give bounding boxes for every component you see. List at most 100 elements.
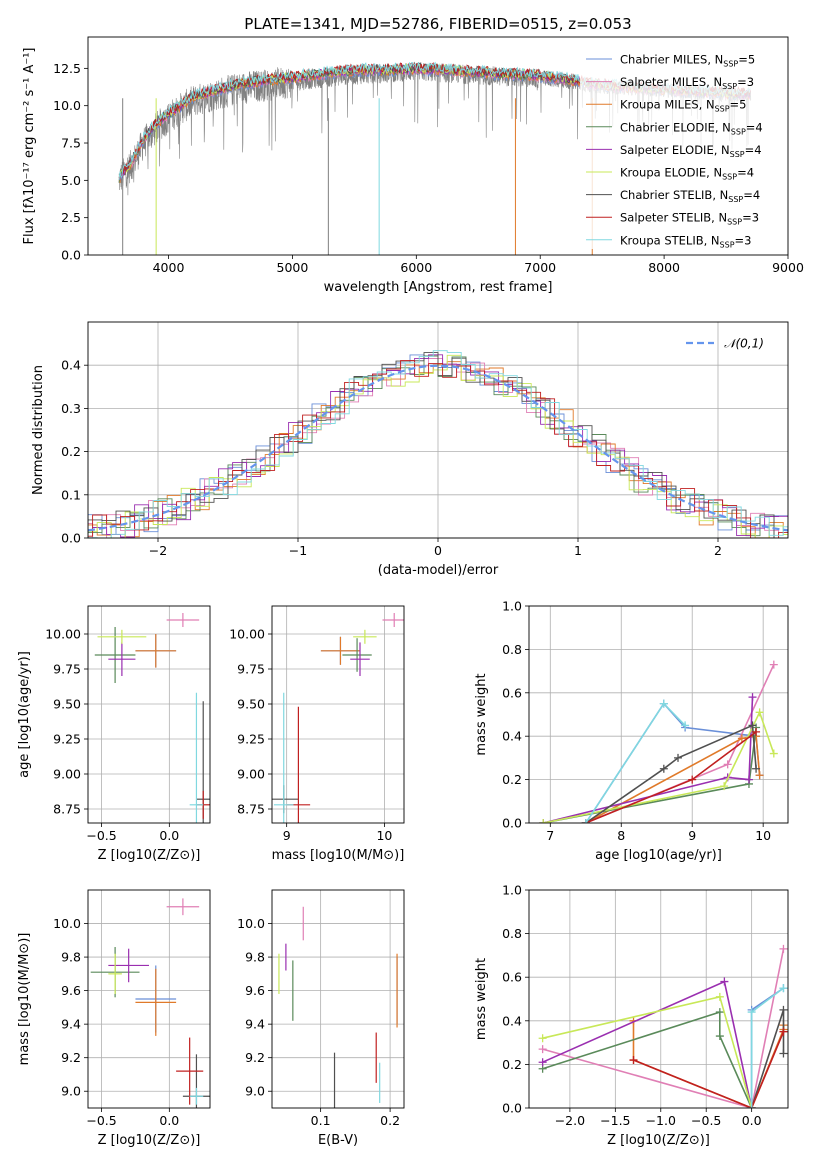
weight-marker-kroupa-elodie <box>769 749 778 758</box>
age-vs-z-axes: −0.5 0.0 8.75 9.00 9.25 9.50 9.75 10.00 Z [log10… <box>17 605 211 863</box>
axes-frame <box>87 36 789 256</box>
legend-subscript: SSP <box>730 150 745 159</box>
y-tick-label: 9.4 <box>61 1017 81 1032</box>
weight-marker-kroupa-elodie <box>755 708 764 717</box>
y-tick-label: 9.00 <box>237 767 265 782</box>
spectrum-axes: 4000 5000 6000 7000 8000 9000 0.0 2.5 5.0 7.5 10.0… <box>22 36 804 295</box>
y-tick-label: 0.0 <box>61 248 81 263</box>
y-tick-label: 0.6 <box>502 685 522 700</box>
legend-subscript: SSP <box>727 218 742 227</box>
legend-value: =5 <box>738 53 755 67</box>
x-tick-label: −1.0 <box>646 1113 676 1128</box>
weight-line-kroupa-elodie <box>543 710 775 823</box>
legend-label: Chabrier STELIB, NSSP=4 <box>620 188 760 204</box>
x-tick-label: −2 <box>149 543 167 558</box>
weight-line-salpeter-elodie <box>543 697 754 823</box>
x-tick-label: 0 <box>434 543 442 558</box>
x-tick-label: 0.0 <box>159 828 179 843</box>
y-tick-label: 9.8 <box>245 950 265 965</box>
weight-marker-salpeter-miles <box>538 1045 547 1054</box>
y-axis-label: mass [log10(M/M⊙)] <box>17 933 32 1066</box>
legend-label: Chabrier MILES, NSSP=5 <box>620 53 755 69</box>
weight-vs-age-axes: 7 8 9 10 0.0 0.2 0.4 0.6 0.8 1.0 age [log10(age/yr… <box>474 599 789 863</box>
weight-marker-salpeter-elodie <box>744 775 753 784</box>
x-axis-label: E(B-V) <box>318 1133 358 1148</box>
y-tick-label: 0.2 <box>502 1057 522 1072</box>
x-tick-label: 8000 <box>648 260 680 275</box>
weight-marker-salpeter-miles <box>769 660 778 669</box>
y-tick-label: 0.2 <box>61 444 81 459</box>
plot-area <box>539 660 778 823</box>
x-tick-label: 10 <box>755 828 771 843</box>
x-tick-label: 0.1 <box>311 1113 331 1128</box>
legend-label: 𝒩(0,1) <box>724 337 764 351</box>
residual-axes: −2 −1 0 1 2 0.0 0.1 0.2 0.3 0.4 (data-model)/error… <box>31 321 789 578</box>
legend-value: =5 <box>730 98 747 112</box>
weight-marker-kroupa-stelib <box>747 1104 756 1108</box>
legend-value: =4 <box>743 188 760 202</box>
legend-value: =3 <box>735 233 752 247</box>
y-tick-label: 0.0 <box>61 531 81 546</box>
weight-line-chabrier-elodie <box>542 1011 753 1108</box>
legend-value: =4 <box>745 143 762 157</box>
x-tick-label: 7 <box>546 828 554 843</box>
y-tick-label: 0.4 <box>502 1013 522 1028</box>
weight-marker-kroupa-stelib <box>581 819 590 823</box>
y-tick-label: 0.4 <box>61 358 81 373</box>
axes-frame <box>87 889 211 1109</box>
residual-legend: 𝒩(0,1) <box>686 337 764 351</box>
x-tick-label: 6000 <box>400 260 432 275</box>
y-tick-label: 1.0 <box>502 599 522 614</box>
y-tick-label: 10.00 <box>45 627 81 642</box>
weight-marker-chabrier-elodie <box>715 1008 724 1017</box>
x-axis-label: wavelength [Angstrom, rest frame] <box>324 280 553 295</box>
weight-line-chabrier-miles <box>750 987 784 1108</box>
y-tick-label: 5.0 <box>61 173 81 188</box>
weight-marker-chabrier-stelib <box>659 764 668 773</box>
legend-label: Chabrier ELODIE, NSSP=4 <box>620 120 763 136</box>
x-tick-label: −0.5 <box>86 1113 116 1128</box>
x-tick-label: 7000 <box>524 260 556 275</box>
y-axis-label: age [log10(age/yr)] <box>17 651 32 778</box>
y-tick-label: 1.0 <box>502 883 522 898</box>
legend-label: Kroupa STELIB, NSSP=3 <box>620 233 751 249</box>
x-axis-label: age [log10(age/yr)] <box>595 848 722 863</box>
legend-label: Salpeter ELODIE, NSSP=4 <box>620 143 762 159</box>
weight-marker-kroupa-miles <box>737 734 746 743</box>
plot-area <box>94 613 210 823</box>
legend-subscript: SSP <box>731 127 746 136</box>
residual-hist-kroupa-miles <box>88 361 788 538</box>
x-tick-label: 9 <box>283 828 291 843</box>
weight-line-salpeter-stelib <box>633 1031 785 1108</box>
legend-subscript: SSP <box>723 60 738 69</box>
legend-subscript: SSP <box>722 82 737 91</box>
weight-marker-kroupa-stelib <box>747 1008 756 1017</box>
y-tick-label: 9.8 <box>61 950 81 965</box>
y-axis-label: Normed distribution <box>31 365 46 495</box>
y-tick-label: 9.0 <box>61 1084 81 1099</box>
y-tick-label: 9.75 <box>237 662 265 677</box>
legend-subscript: SSP <box>728 195 743 204</box>
y-tick-label: 0.2 <box>502 772 522 787</box>
spectrum-legend: Chabrier MILES, NSSP=5 Salpeter MILES, NS… <box>580 44 785 249</box>
plot-area <box>278 906 398 1108</box>
x-tick-label: 0.0 <box>159 1113 179 1128</box>
weight-marker-kroupa-elodie <box>720 782 729 791</box>
weight-marker-salpeter-miles <box>723 760 732 769</box>
y-tick-label: 7.5 <box>61 136 81 151</box>
residual-hist-salpeter-elodie <box>88 354 788 538</box>
weight-marker-salpeter-stelib <box>688 775 697 784</box>
residual-hist-salpeter-stelib <box>88 360 788 538</box>
weight-marker-salpeter-elodie <box>748 693 757 702</box>
y-tick-label: 0.0 <box>502 1101 522 1116</box>
age-vs-mass-axes: 9 10 8.75 9.00 9.25 9.50 9.75 10.00 mass [log10(… <box>229 605 405 863</box>
mass-vs-ebv-axes: 0.1 0.2 9.0 9.2 9.4 9.6 9.8 10.0 E(B-V) <box>237 889 405 1148</box>
x-tick-label: 10 <box>376 828 392 843</box>
x-tick-label: −0.5 <box>691 1113 721 1128</box>
y-tick-label: 10.0 <box>53 98 81 113</box>
x-tick-label: −0.5 <box>86 828 116 843</box>
x-axis-label: Z [log10(Z/Z⊙)] <box>98 848 201 863</box>
weight-marker-salpeter-stelib <box>779 1027 788 1036</box>
y-tick-label: 9.50 <box>237 697 265 712</box>
weight-line-chabrier-elodie <box>543 727 757 823</box>
